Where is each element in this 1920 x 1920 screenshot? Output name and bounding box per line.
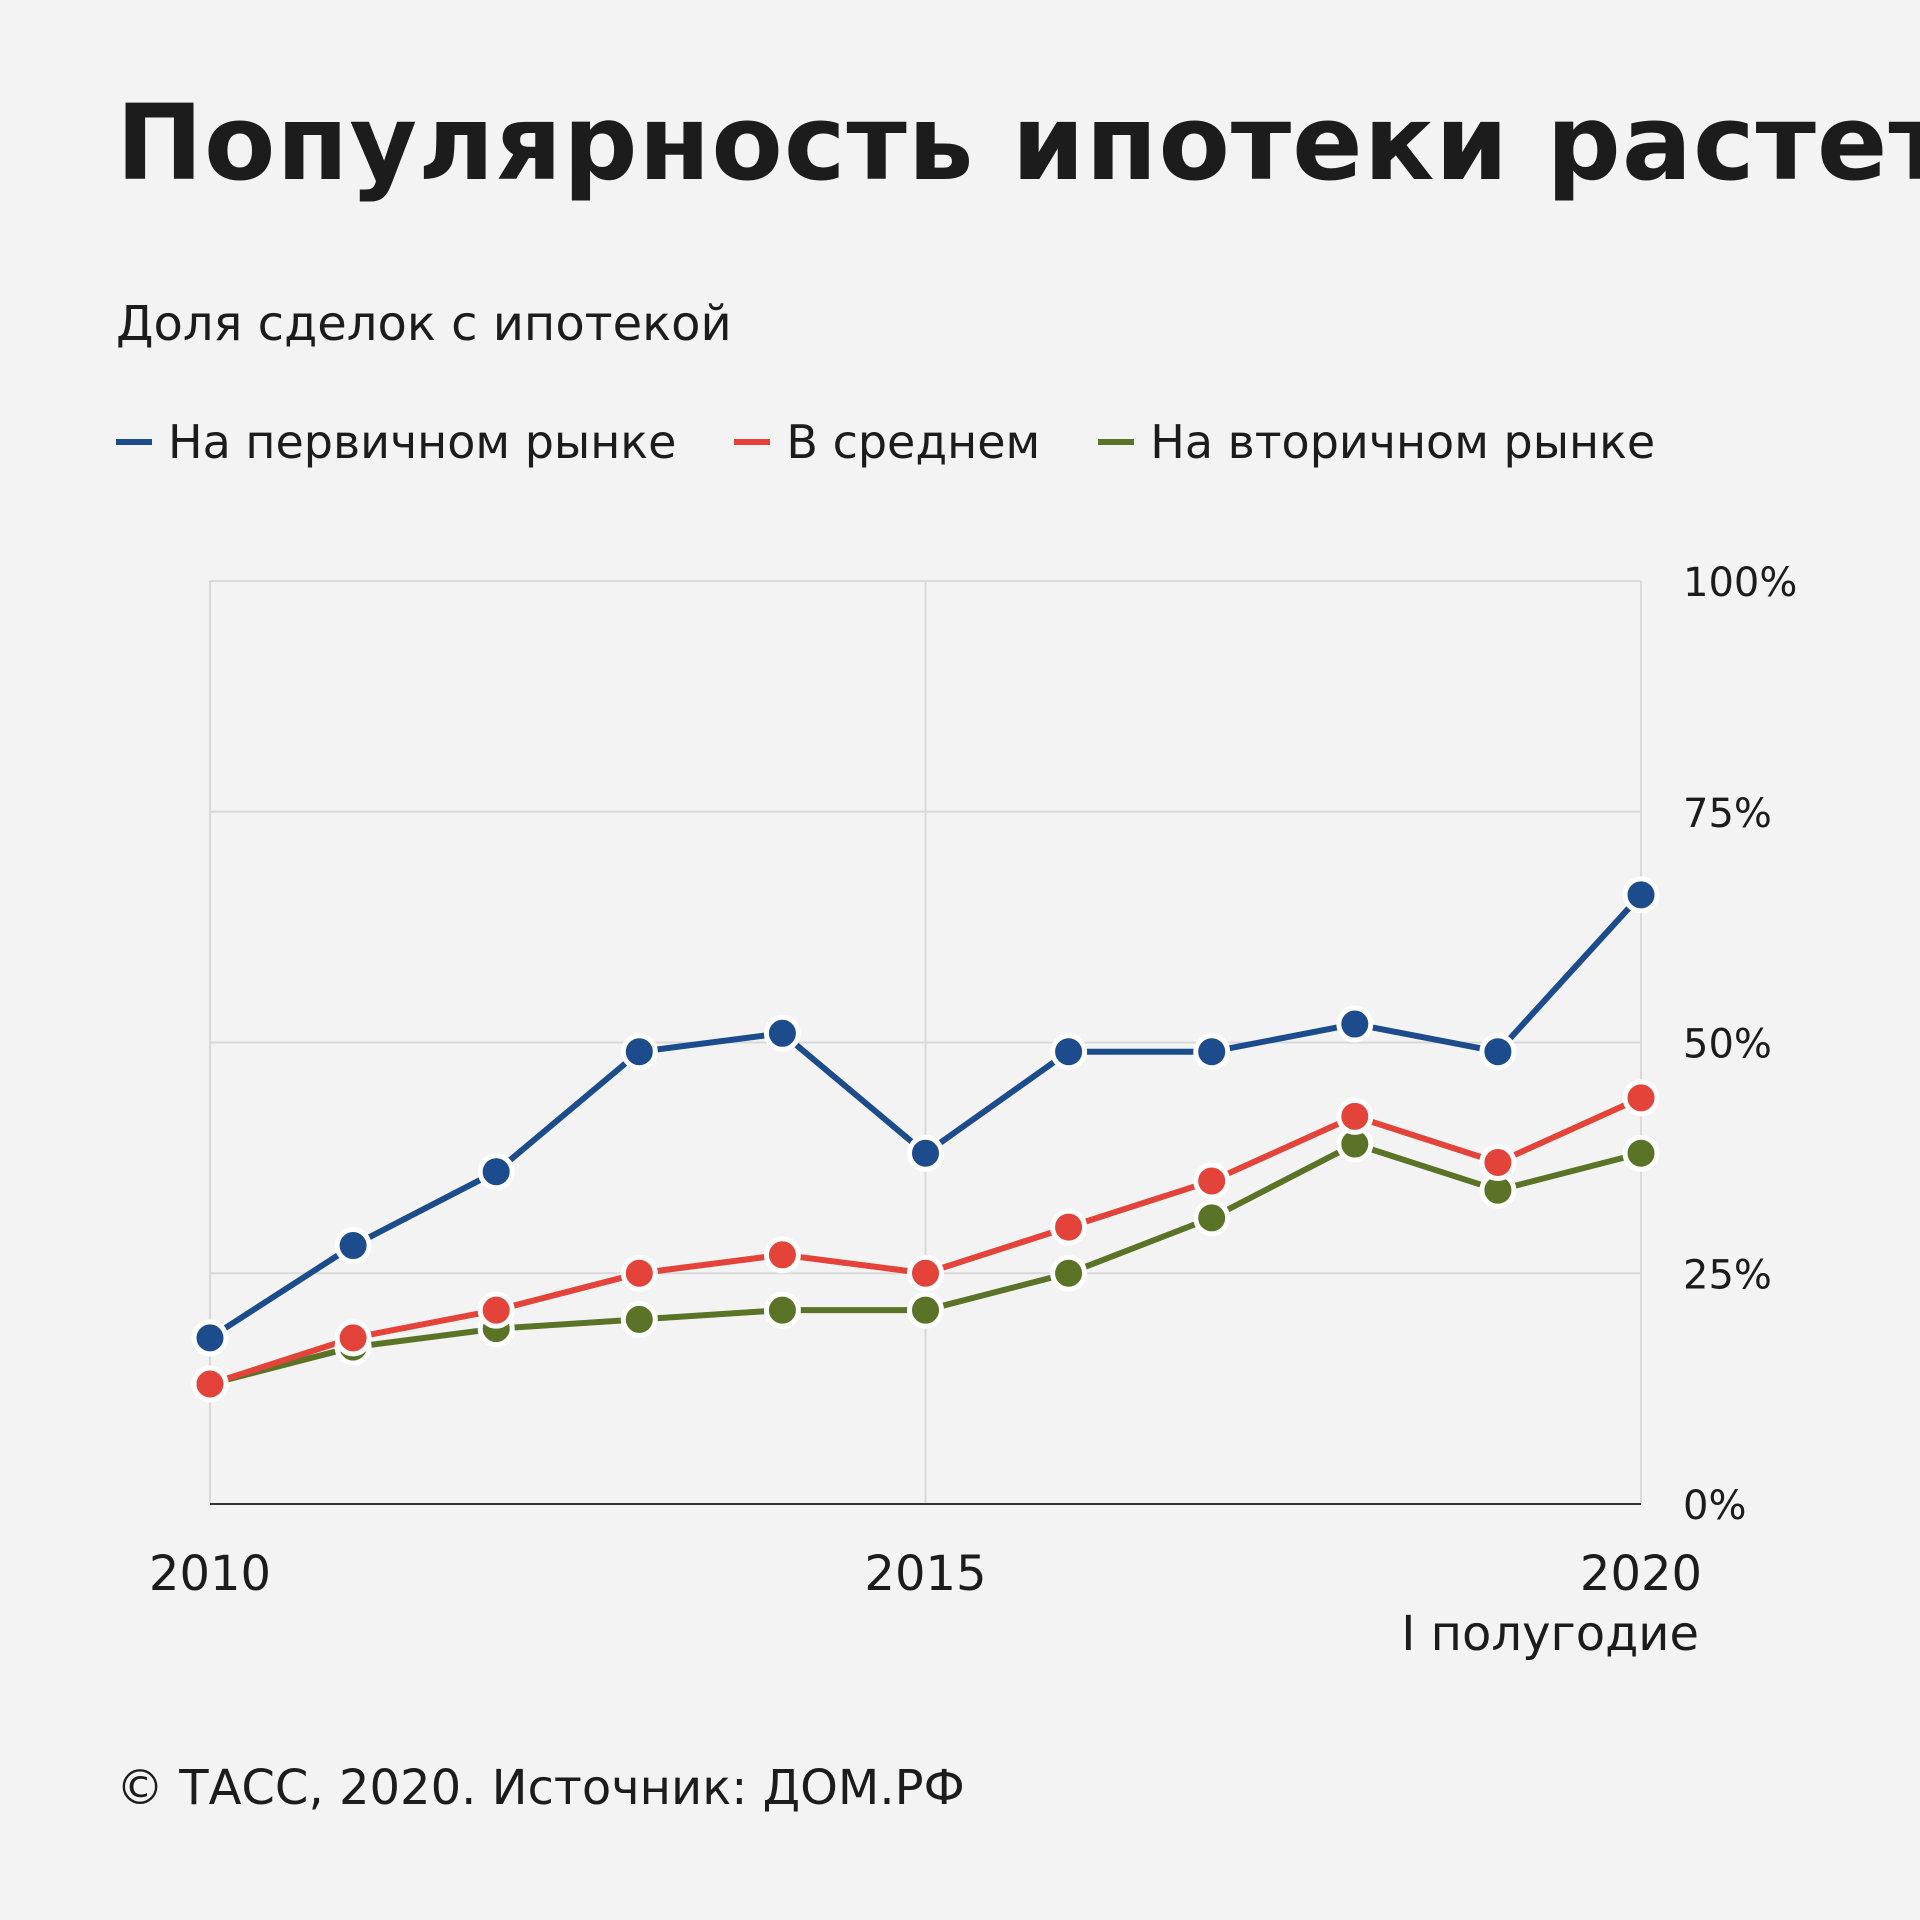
- data-point-series-1: [1050, 1208, 1088, 1246]
- x-tick-label: 2010: [149, 1546, 271, 1602]
- y-tick-label: 100%: [1683, 560, 1797, 606]
- data-point-series-2: [1193, 1199, 1231, 1237]
- chart-title: Популярность ипотеки растет: [116, 82, 1920, 204]
- y-tick-label: 75%: [1683, 791, 1772, 837]
- data-point-series-0: [620, 1033, 658, 1071]
- data-point-series-0: [334, 1227, 372, 1265]
- legend-swatch-secondary: [1098, 439, 1135, 445]
- legend-item-secondary: На вторичном рынке: [1098, 415, 1655, 469]
- footer-source: © ТАСС, 2020. Источник: ДОМ.РФ: [116, 1760, 965, 1816]
- legend-item-primary: На первичном рынке: [116, 415, 676, 469]
- data-point-series-0: [907, 1134, 944, 1172]
- data-point-series-0: [477, 1153, 515, 1191]
- data-point-series-1: [1622, 1079, 1660, 1117]
- x-tick-sublabel: I полугодие: [1401, 1606, 1699, 1662]
- chart-subtitle: Доля сделок с ипотекой: [116, 296, 732, 352]
- data-point-series-0: [763, 1014, 801, 1052]
- data-point-series-2: [1050, 1254, 1088, 1292]
- data-point-series-2: [763, 1291, 801, 1329]
- data-point-series-0: [1050, 1033, 1088, 1071]
- data-point-series-0: [191, 1319, 229, 1357]
- y-tick-label: 50%: [1683, 1022, 1772, 1068]
- legend: На первичном рынке В среднем На вторично…: [116, 415, 1713, 469]
- legend-label-primary: На первичном рынке: [168, 415, 677, 469]
- y-tick-label: 25%: [1683, 1252, 1772, 1298]
- x-tick-label: 2015: [864, 1546, 986, 1602]
- legend-swatch-primary: [116, 439, 152, 445]
- x-tick-label: 2020: [1580, 1546, 1702, 1602]
- data-point-series-1: [477, 1291, 515, 1329]
- data-point-series-2: [1622, 1134, 1660, 1172]
- legend-swatch-average: [734, 439, 771, 445]
- data-point-series-1: [1193, 1162, 1231, 1200]
- data-point-series-2: [620, 1300, 658, 1338]
- data-point-series-1: [907, 1254, 944, 1292]
- data-point-series-0: [1622, 876, 1660, 914]
- legend-label-secondary: На вторичном рынке: [1150, 415, 1656, 469]
- data-point-series-1: [620, 1254, 658, 1292]
- data-point-series-1: [1336, 1097, 1374, 1135]
- data-point-series-1: [334, 1319, 372, 1357]
- data-point-series-2: [907, 1291, 944, 1329]
- legend-item-average: В среднем: [734, 415, 1040, 469]
- data-point-series-0: [1336, 1005, 1374, 1043]
- y-tick-label: 0%: [1683, 1483, 1746, 1529]
- data-point-series-1: [763, 1236, 801, 1274]
- data-point-series-1: [191, 1365, 229, 1403]
- data-point-series-0: [1479, 1033, 1517, 1071]
- legend-label-average: В среднем: [786, 415, 1041, 469]
- data-point-series-0: [1193, 1033, 1231, 1071]
- data-point-series-1: [1479, 1143, 1517, 1181]
